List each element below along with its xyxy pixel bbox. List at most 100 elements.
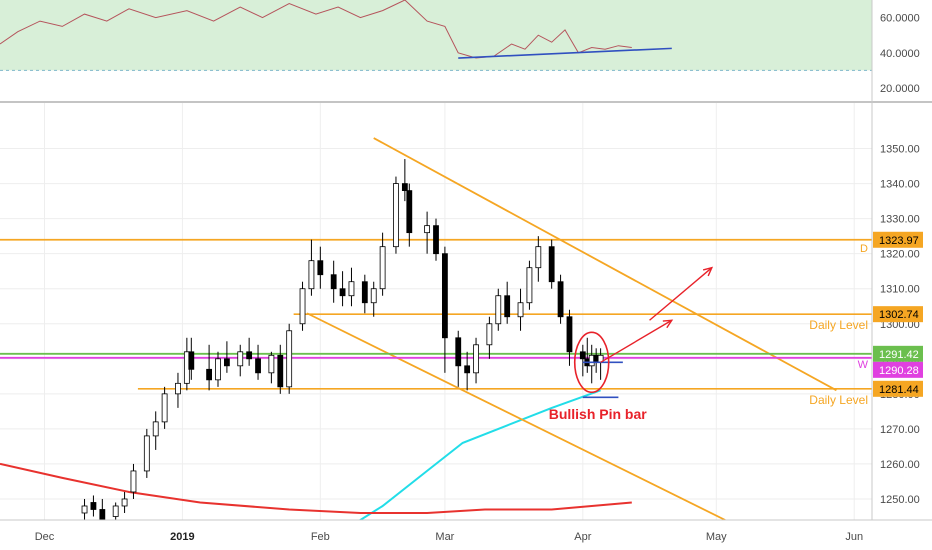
candle-body (433, 225, 439, 255)
projection-arrow-1 (600, 319, 673, 363)
candle-body (393, 183, 399, 248)
candle-body (255, 358, 261, 374)
candle-body (299, 288, 306, 325)
candle-body (90, 502, 97, 510)
price-y-tick: 1310.00 (880, 284, 920, 296)
candle-body (424, 225, 431, 234)
x-axis: Dec 2019 Feb Mar Apr May Jun (35, 531, 863, 543)
candle-body (152, 421, 159, 437)
channel-line (306, 312, 726, 520)
candle-body (517, 302, 524, 318)
candle-body (464, 365, 471, 374)
price-badge-bg (873, 380, 923, 397)
candle-body (246, 351, 253, 360)
projection-arrow-1-head (662, 319, 674, 329)
pin-bar-label: Bullish Pin bar (549, 406, 648, 422)
candle-body (237, 351, 244, 367)
price-badge: 1323.97 (873, 231, 923, 248)
candle-body (121, 498, 128, 507)
candle-body (557, 281, 564, 318)
candle-body (188, 351, 195, 370)
osc-y-tick: 60.0000 (880, 13, 920, 25)
price-y-tick: 1320.00 (880, 249, 920, 261)
price-y-tick: 1250.00 (880, 494, 920, 506)
price-badge-text: 1323.97 (879, 235, 919, 247)
candle-body (268, 354, 275, 374)
oscillator-panel: 60.0000 40.0000 20.0000 (0, 0, 920, 95)
price-badge-text: 1281.44 (879, 384, 919, 396)
price-badge: 1291.42 (873, 345, 923, 362)
oscillator-line (0, 0, 632, 59)
candle-body (504, 295, 511, 318)
candle-body (339, 288, 346, 297)
candle-body (308, 260, 315, 290)
price-y-tick: 1260.00 (880, 459, 920, 471)
level-tag: W (858, 359, 869, 371)
price-badge-bg (873, 231, 923, 248)
price-badge: 1290.28 (873, 361, 923, 378)
x-tick-label: Apr (574, 531, 591, 543)
candle-body (526, 267, 533, 304)
projection-arrow-2 (649, 267, 713, 321)
price-y-tick: 1270.00 (880, 424, 920, 436)
moving-average-cyan (358, 389, 601, 520)
price-badge-text: 1302.74 (879, 309, 919, 321)
price-badge-text: 1290.28 (879, 365, 919, 377)
candle-body (277, 354, 284, 388)
candle-body (206, 368, 213, 381)
price-badge: 1302.74 (873, 306, 923, 323)
candle-body (161, 393, 168, 423)
candle-body (579, 351, 586, 360)
candle-body (486, 323, 493, 346)
candle-body (99, 509, 106, 520)
candle-body (473, 344, 479, 374)
candle-body (330, 274, 337, 290)
oscillator-trendline (458, 47, 672, 59)
channel-line (373, 137, 837, 392)
candle-body (441, 253, 448, 339)
candle-body (495, 295, 502, 325)
x-tick-label: Dec (35, 531, 55, 543)
osc-y-tick: 20.0000 (880, 83, 920, 95)
candle-body (566, 316, 573, 353)
candle-body (401, 183, 408, 192)
price-plot: D Daily Level Daily Level W Bullish Pin bar (0, 103, 872, 520)
candle-body (535, 246, 542, 269)
candle-body (379, 246, 386, 290)
oscillator-band (0, 0, 872, 71)
price-badge: 1281.44 (873, 380, 923, 397)
candle-body (317, 260, 324, 276)
level-tag: D (860, 243, 868, 255)
price-y-tick: 1330.00 (880, 214, 920, 226)
candle-body (143, 435, 150, 472)
candle-body (175, 382, 181, 395)
candle-body (130, 470, 137, 493)
candle-body (215, 358, 221, 381)
x-tick-label: Jun (845, 531, 863, 543)
osc-y-tick: 40.0000 (880, 48, 920, 60)
candle-body (348, 281, 355, 297)
x-tick-label: Mar (435, 531, 454, 543)
level-text: Daily Level (809, 393, 868, 407)
candle-body (112, 505, 119, 517)
candle-body (548, 246, 555, 283)
level-text: Daily Level (809, 318, 868, 332)
candle-body (361, 281, 368, 304)
candle-body (370, 288, 377, 304)
x-tick-label: May (706, 531, 727, 543)
x-tick-label: Feb (311, 531, 330, 543)
candle-body (81, 505, 88, 514)
candle-body (223, 358, 230, 367)
candle-body (286, 330, 293, 388)
price-badge-text: 1291.42 (879, 349, 919, 361)
price-badge-bg (873, 345, 923, 362)
x-tick-label: 2019 (170, 531, 194, 543)
candle-body (455, 337, 462, 367)
price-y-tick: 1340.00 (880, 179, 920, 191)
price-badge-bg (873, 306, 923, 323)
price-y-tick: 1350.00 (880, 144, 920, 156)
moving-average-red (0, 462, 632, 514)
price-badge-bg (873, 361, 923, 378)
candle-body (406, 190, 413, 234)
